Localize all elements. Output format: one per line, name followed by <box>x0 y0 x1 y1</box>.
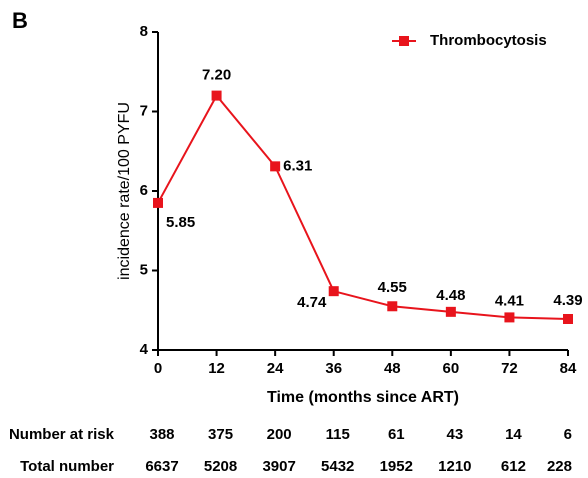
data-label: 4.48 <box>436 287 465 304</box>
y-axis-label: incidence rate/100 PYFU <box>116 102 133 280</box>
risk-value: 6 <box>564 426 572 443</box>
risk-value: 5432 <box>321 458 354 475</box>
risk-value: 3907 <box>262 458 295 475</box>
legend-marker <box>399 36 409 46</box>
x-axis-label: Time (months since ART) <box>267 389 459 406</box>
data-point <box>387 301 398 312</box>
y-tick-label: 8 <box>140 23 148 40</box>
risk-value: 200 <box>267 426 292 443</box>
data-label: 4.74 <box>297 294 327 311</box>
y-tick-label: 5 <box>140 261 148 278</box>
data-point <box>504 312 515 323</box>
risk-row-label: Number at risk <box>9 426 115 443</box>
panel-label: B <box>12 8 28 33</box>
x-tick-label: 60 <box>443 360 460 377</box>
data-label: 4.41 <box>495 292 524 309</box>
risk-row-label: Total number <box>20 458 114 475</box>
data-label: 5.85 <box>166 214 195 231</box>
risk-value: 5208 <box>204 458 237 475</box>
y-tick-label: 7 <box>140 102 148 119</box>
x-tick-label: 72 <box>501 360 518 377</box>
data-label: 4.39 <box>553 292 582 309</box>
x-tick-label: 0 <box>154 360 162 377</box>
data-label: 4.55 <box>378 279 407 296</box>
risk-value: 1952 <box>380 458 413 475</box>
risk-value: 375 <box>208 426 233 443</box>
data-label: 6.31 <box>283 157 312 174</box>
risk-value: 228 <box>547 458 572 475</box>
risk-value: 14 <box>505 426 522 443</box>
x-tick-label: 84 <box>560 360 577 377</box>
data-point <box>270 161 281 172</box>
risk-value: 43 <box>447 426 464 443</box>
y-tick-label: 4 <box>140 341 149 358</box>
data-point <box>328 286 339 297</box>
risk-value: 115 <box>326 426 350 443</box>
data-line <box>157 93 569 320</box>
x-tick-label: 48 <box>384 360 401 377</box>
legend-label: Thrombocytosis <box>430 32 547 49</box>
data-point <box>211 90 222 101</box>
y-tick-label: 6 <box>140 182 148 199</box>
x-tick-label: 36 <box>325 360 342 377</box>
risk-value: 388 <box>149 426 174 443</box>
risk-value: 612 <box>501 458 526 475</box>
risk-value: 6637 <box>145 458 178 475</box>
x-tick-label: 24 <box>267 360 284 377</box>
data-point <box>445 306 456 317</box>
x-tick-label: 12 <box>208 360 225 377</box>
data-point <box>563 313 573 324</box>
risk-value: 1210 <box>438 458 471 475</box>
data-label: 7.20 <box>202 67 231 84</box>
data-point <box>153 197 163 208</box>
risk-value: 61 <box>388 426 405 443</box>
